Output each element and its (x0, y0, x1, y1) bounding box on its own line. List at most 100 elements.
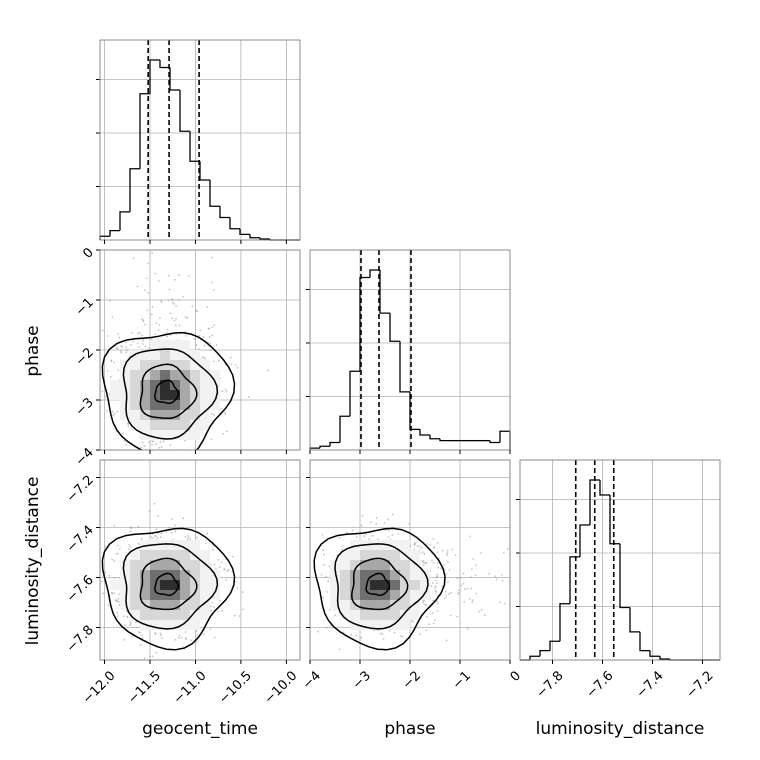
sample-point (363, 535, 365, 538)
sample-point (167, 274, 170, 277)
density-cell (330, 600, 340, 610)
hist-bin-geocent-time-10 (199, 161, 210, 181)
contour-geocent-time-vs-luminosity-distance-3 (101, 527, 236, 651)
sample-point (125, 443, 128, 446)
sample-point (118, 604, 121, 607)
sample-point (106, 370, 109, 372)
sample-point (118, 547, 121, 550)
hist-bin-phase-5 (359, 276, 370, 372)
sample-point (150, 313, 153, 316)
sample-point (211, 326, 214, 329)
density-cell (370, 550, 380, 560)
density-cell (380, 580, 390, 590)
sample-point (185, 334, 187, 337)
density-cell (170, 570, 180, 580)
sample-point (391, 513, 394, 516)
sample-point (236, 366, 239, 369)
sample-point (225, 390, 228, 393)
sample-point (195, 344, 198, 346)
sample-point (146, 309, 149, 312)
density-cell (180, 380, 190, 390)
hist-bin-phase-2 (329, 441, 340, 447)
density-cell (130, 600, 140, 610)
sample-point (212, 288, 215, 291)
sample-point (147, 262, 150, 265)
density-panel-geocent-time-vs-luminosity-distance (100, 460, 300, 660)
x-axis-label-geocent-time: geocent_time (142, 719, 258, 739)
sample-point (160, 445, 163, 448)
sample-point (440, 567, 443, 570)
density-cell (150, 360, 160, 370)
density-cell (210, 580, 220, 590)
sample-point (117, 369, 120, 372)
sample-point (224, 388, 227, 391)
hist-bin-phase-11 (419, 429, 430, 436)
sample-point (129, 620, 132, 623)
density-cell (180, 420, 190, 430)
density-cell (120, 590, 130, 600)
density-cell (140, 560, 150, 570)
sample-point (469, 576, 472, 578)
sample-point (175, 304, 177, 307)
sample-point (160, 637, 163, 639)
density-cell (170, 600, 180, 610)
density-cell (160, 380, 170, 390)
sample-point (215, 343, 218, 346)
hist-bin-luminosity-distance-1 (529, 655, 540, 660)
sample-point (120, 352, 122, 354)
density-cell (330, 570, 340, 580)
sample-point (142, 320, 145, 323)
sample-point (184, 330, 187, 333)
density-cell (180, 390, 190, 400)
sample-point (205, 542, 208, 545)
density-cell (190, 370, 200, 380)
density-cell (160, 610, 170, 620)
sample-point (184, 536, 187, 538)
hist-bin-phase-12 (429, 435, 440, 440)
density-cell (150, 430, 160, 440)
sample-point (317, 630, 319, 633)
density-cell (420, 580, 430, 590)
density-cell (380, 590, 390, 600)
x-axis-label-luminosity-distance: luminosity_distance (536, 719, 705, 739)
density-cell (180, 550, 190, 560)
sample-point (120, 344, 123, 347)
sample-point (117, 552, 120, 555)
hist-bin-phase-13 (439, 438, 450, 442)
density-cell (130, 380, 140, 390)
sample-point (116, 347, 119, 350)
sample-point (218, 566, 221, 569)
sample-point (115, 599, 118, 602)
sample-point (327, 580, 330, 583)
hist-bin-phase-4 (349, 370, 360, 417)
sample-point (127, 422, 130, 425)
sample-point (427, 623, 430, 626)
hist-bin-luminosity-distance-11 (629, 607, 640, 633)
sample-point (178, 324, 181, 327)
sample-point (104, 395, 107, 398)
sample-point (225, 430, 228, 433)
sample-point (148, 441, 151, 444)
density-cell (360, 550, 370, 560)
sample-point (220, 407, 223, 410)
hist-bin-phase-10 (409, 391, 420, 431)
sample-point (224, 413, 227, 415)
sample-point (371, 534, 374, 537)
sample-point (437, 602, 439, 605)
sample-point (154, 333, 157, 336)
sample-point (127, 425, 130, 428)
sample-point (247, 396, 250, 398)
density-cell (380, 550, 390, 560)
sample-point (185, 636, 187, 639)
sample-point (434, 618, 436, 621)
sample-point (166, 328, 169, 331)
sample-point (470, 568, 473, 571)
sample-point (123, 439, 126, 442)
sample-point (123, 615, 125, 618)
sample-point (500, 573, 503, 576)
hist-bin-luminosity-distance-14 (659, 656, 670, 660)
density-cell (130, 610, 140, 620)
density-cell (350, 620, 360, 630)
sample-point (234, 580, 237, 583)
sample-point (432, 599, 435, 602)
